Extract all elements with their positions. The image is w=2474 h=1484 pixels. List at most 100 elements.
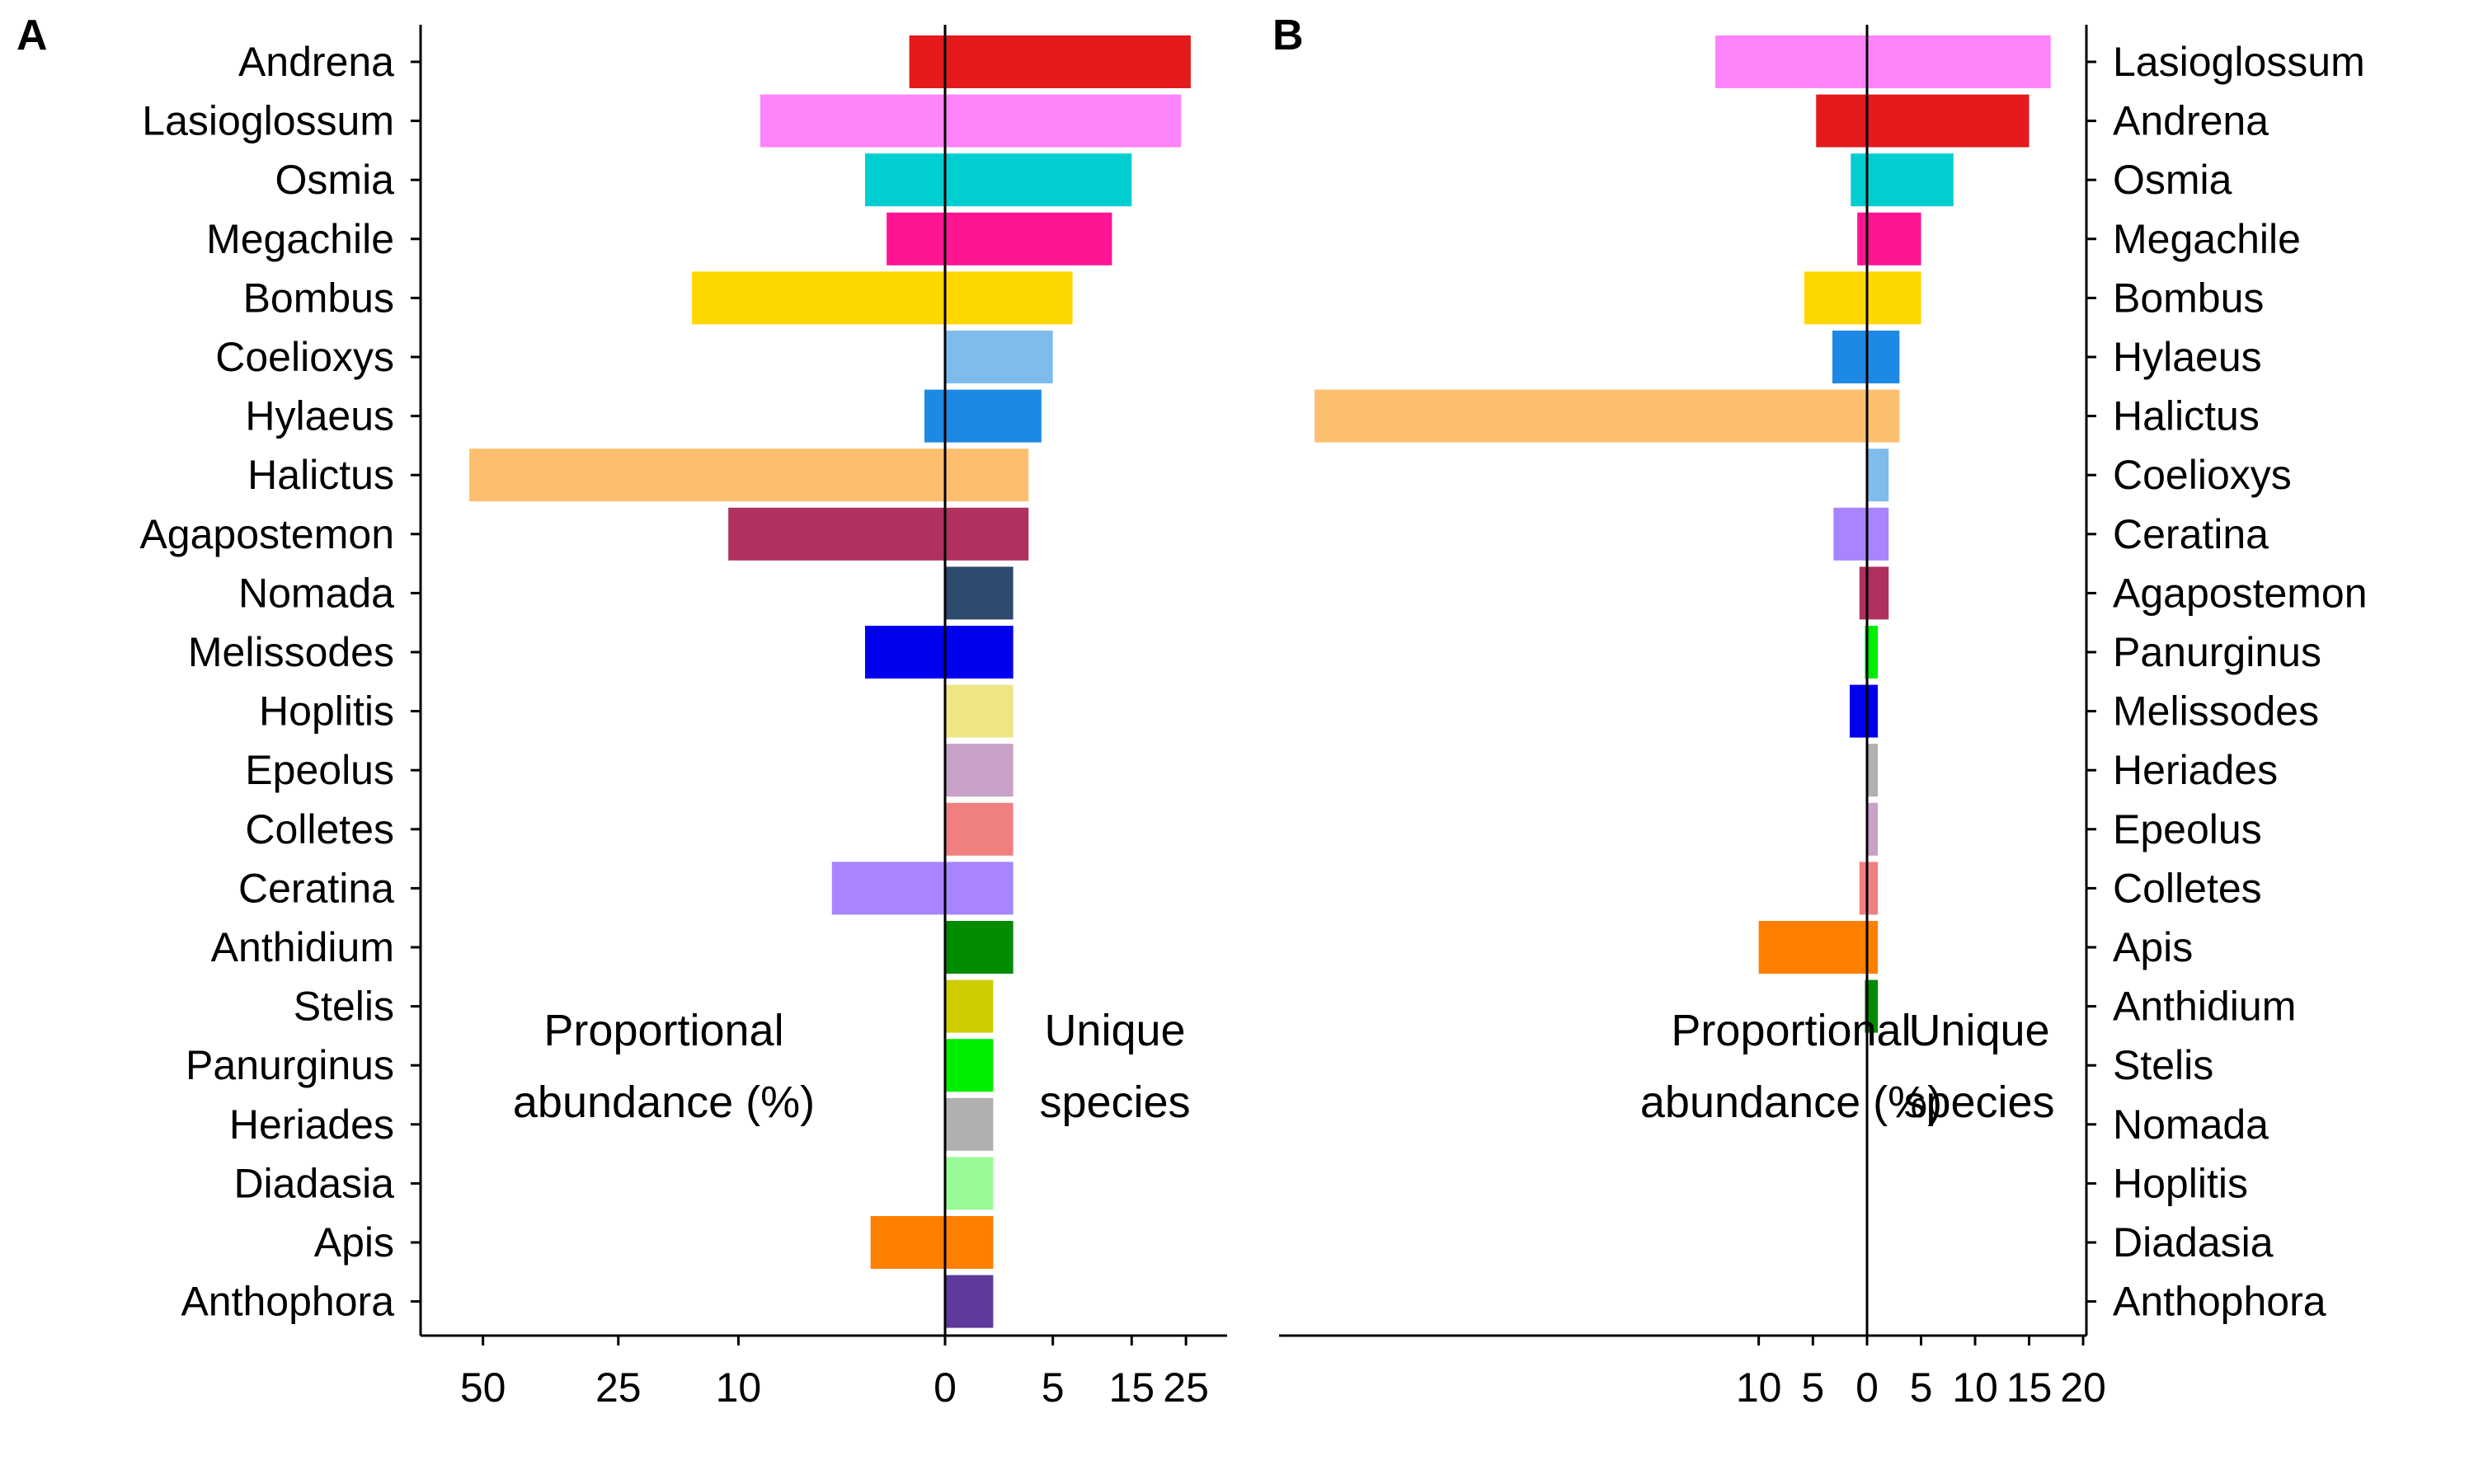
x-tick-label: 5	[1042, 1364, 1065, 1411]
bar-anthidium	[945, 921, 1014, 974]
annotation-left: abundance (%)	[1640, 1078, 1942, 1127]
category-label-anthidium: Anthidium	[211, 924, 394, 970]
category-label-agapostemon: Agapostemon	[139, 511, 394, 557]
category-label-hylaeus: Hylaeus	[245, 393, 394, 439]
annotation-right: species	[1039, 1078, 1190, 1127]
bar-bombus	[1804, 271, 1921, 325]
bar-colletes	[1859, 862, 1879, 915]
bar-apis	[870, 1216, 994, 1269]
bar-melissodes	[864, 626, 1014, 679]
bar-megachile	[887, 212, 1112, 265]
bar-diadasia	[945, 1157, 994, 1210]
x-tick-label: 0	[1856, 1364, 1879, 1411]
category-label-epeolus: Epeolus	[2113, 806, 2262, 852]
category-label-heriades: Heriades	[229, 1101, 394, 1148]
category-label-andrena: Andrena	[2113, 98, 2269, 144]
bar-halictus	[1315, 389, 1900, 443]
category-label-ceratina: Ceratina	[238, 865, 394, 911]
panel-tag: B	[1272, 12, 1304, 59]
category-label-melissodes: Melissodes	[188, 629, 394, 675]
bar-melissodes	[1849, 684, 1879, 738]
bar-epeolus	[1867, 802, 1879, 856]
bar-bombus	[692, 271, 1073, 325]
category-label-osmia: Osmia	[2113, 157, 2232, 203]
x-tick-label: 5	[1910, 1364, 1933, 1411]
bar-heriades	[1867, 744, 1879, 797]
category-label-hylaeus: Hylaeus	[2113, 334, 2262, 380]
bar-hylaeus	[924, 389, 1042, 443]
bar-andrena	[1816, 94, 2030, 148]
category-label-megachile: Megachile	[2113, 216, 2301, 262]
bar-lasioglossum	[1715, 35, 2051, 88]
category-label-heriades: Heriades	[2113, 747, 2278, 793]
x-tick-label: 10	[1736, 1364, 1782, 1411]
category-label-stelis: Stelis	[2113, 1042, 2213, 1088]
annotation-right: Unique	[1044, 1006, 1185, 1055]
x-tick-label: 25	[1163, 1364, 1209, 1411]
bar-heriades	[945, 1097, 994, 1151]
bar-halictus	[469, 448, 1029, 502]
category-label-coelioxys: Coelioxys	[215, 334, 394, 380]
category-label-anthophora: Anthophora	[2113, 1279, 2326, 1325]
category-label-anthophora: Anthophora	[181, 1279, 394, 1325]
x-tick-label: 0	[934, 1364, 957, 1411]
x-tick-label: 15	[2006, 1364, 2053, 1411]
annotation-right: Unique	[1908, 1006, 2049, 1055]
bar-ceratina	[831, 862, 1014, 915]
bar-lasioglossum	[760, 94, 1182, 148]
bar-nomada	[945, 566, 1014, 620]
category-label-colletes: Colletes	[245, 806, 394, 852]
category-label-diadasia: Diadasia	[233, 1160, 394, 1206]
category-label-coelioxys: Coelioxys	[2113, 452, 2292, 498]
x-tick-label: 10	[1952, 1364, 1998, 1411]
bar-osmia	[864, 153, 1132, 207]
bar-agapostemon	[1859, 566, 1889, 620]
x-tick-label: 5	[1801, 1364, 1824, 1411]
category-label-apis: Apis	[314, 1219, 394, 1266]
category-label-stelis: Stelis	[294, 984, 394, 1030]
category-label-bombus: Bombus	[243, 275, 394, 321]
bar-andrena	[909, 35, 1191, 88]
x-tick-label: 20	[2060, 1364, 2106, 1411]
annotation-left: Proportional	[1671, 1006, 1911, 1055]
bar-coelioxys	[1867, 448, 1889, 502]
category-label-panurginus: Panurginus	[2113, 629, 2321, 675]
bar-apis	[1758, 921, 1879, 974]
category-label-bombus: Bombus	[2113, 275, 2264, 321]
category-label-anthidium: Anthidium	[2113, 984, 2296, 1030]
annotation-left: abundance (%)	[513, 1078, 815, 1127]
bar-ceratina	[1833, 507, 1889, 561]
category-label-nomada: Nomada	[2113, 1101, 2269, 1148]
category-label-osmia: Osmia	[275, 157, 395, 203]
category-label-andrena: Andrena	[238, 39, 394, 85]
category-label-hoplitis: Hoplitis	[2113, 1160, 2248, 1206]
category-label-halictus: Halictus	[247, 452, 394, 498]
bar-coelioxys	[945, 331, 1053, 383]
category-label-colletes: Colletes	[2113, 865, 2262, 911]
category-label-melissodes: Melissodes	[2113, 688, 2319, 735]
category-label-diadasia: Diadasia	[2113, 1219, 2274, 1266]
bar-panurginus	[945, 1039, 994, 1092]
category-label-panurginus: Panurginus	[186, 1042, 394, 1088]
bar-stelis	[945, 979, 994, 1033]
bar-colletes	[945, 802, 1014, 856]
category-label-nomada: Nomada	[238, 570, 394, 616]
category-label-halictus: Halictus	[2113, 393, 2260, 439]
x-tick-label: 15	[1108, 1364, 1155, 1411]
panel-b: Lasioglossum Andrena Osmia Megachile Bombus H…	[1272, 12, 2368, 1411]
bar-hoplitis	[945, 684, 1014, 738]
annotation-left: Proportional	[543, 1006, 783, 1055]
category-label-lasioglossum: Lasioglossum	[2113, 39, 2365, 85]
x-tick-label: 50	[460, 1364, 506, 1411]
annotation-right: species	[1903, 1078, 2054, 1127]
category-label-epeolus: Epeolus	[245, 747, 394, 793]
category-label-lasioglossum: Lasioglossum	[142, 98, 394, 144]
category-label-apis: Apis	[2113, 924, 2193, 970]
x-tick-label: 25	[595, 1364, 642, 1411]
category-label-ceratina: Ceratina	[2113, 511, 2269, 557]
bar-anthophora	[945, 1275, 994, 1328]
panel-tag: A	[16, 12, 48, 59]
bar-epeolus	[945, 744, 1014, 797]
category-label-agapostemon: Agapostemon	[2113, 570, 2368, 616]
